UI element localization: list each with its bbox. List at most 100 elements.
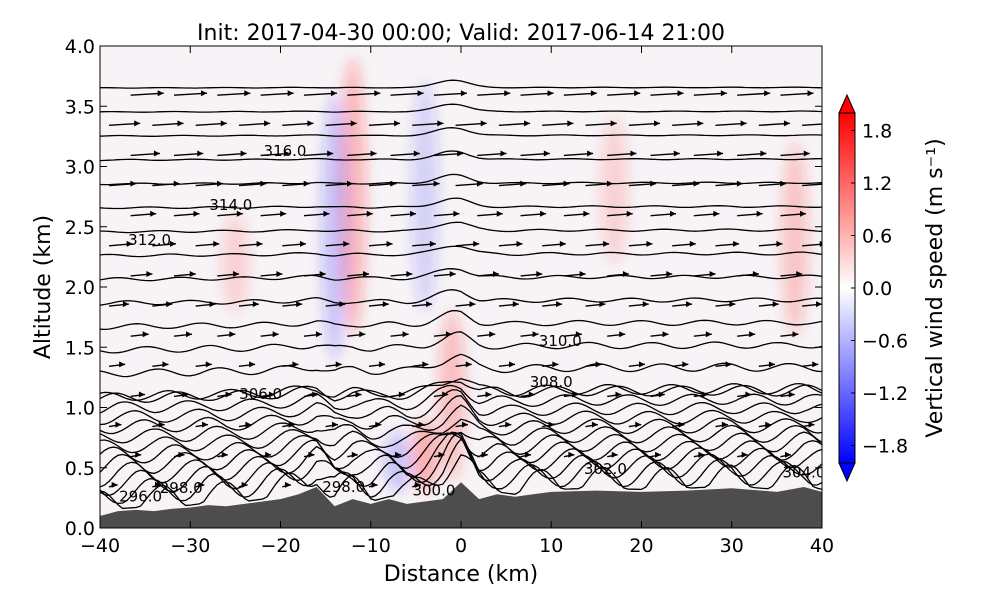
wind-arrow-head bbox=[198, 481, 205, 488]
wind-arrow-head bbox=[653, 120, 660, 127]
contour-labels: 316.0 314.0 312.0 310.0 308.0 306.0 302.0 304.0… bbox=[119, 142, 822, 506]
wind-arrow-head bbox=[390, 180, 397, 187]
downdraft-region bbox=[384, 431, 412, 492]
wind-arrow-head bbox=[319, 270, 326, 277]
wind-arrow-head bbox=[213, 240, 220, 247]
wind-arrow-head bbox=[220, 120, 227, 127]
wind-arrow-head bbox=[370, 150, 377, 157]
wind-arrow-head bbox=[414, 481, 421, 488]
wind-arrow-head bbox=[658, 391, 665, 398]
wind-arrow-head bbox=[386, 240, 393, 247]
wind-arrow-head bbox=[154, 481, 161, 488]
y-axis-ticks: 0.0 0.5 1.0 1.5 2.0 2.5 3.0 3.5 4.0 bbox=[65, 36, 822, 540]
wind-arrow-head bbox=[244, 90, 251, 97]
isentrope bbox=[100, 150, 822, 162]
wind-arrow-head bbox=[536, 270, 543, 277]
contour-label: 314.0 bbox=[209, 196, 252, 214]
wind-arrow-head bbox=[288, 421, 295, 428]
wind-arrow-head bbox=[662, 331, 669, 338]
wind-arrow-head bbox=[422, 361, 429, 368]
wind-arrow-head bbox=[406, 270, 413, 277]
isentrope bbox=[100, 309, 822, 331]
wind-arrow-head bbox=[720, 90, 727, 97]
wind-arrow-head bbox=[146, 270, 153, 277]
wind-arrow-head bbox=[496, 210, 503, 217]
wind-arrow-head bbox=[772, 301, 779, 308]
wind-arrow-head bbox=[280, 210, 287, 217]
wind-arrow-head bbox=[395, 451, 402, 458]
wind-arrow-head bbox=[355, 391, 362, 398]
wind-arrow-head bbox=[480, 120, 487, 127]
y-axis-label: Altitude (km) bbox=[31, 215, 56, 359]
colorbar-tick-label: −1.8 bbox=[862, 436, 908, 458]
isentrope bbox=[100, 454, 822, 510]
wind-arrow-head bbox=[292, 361, 299, 368]
colorbar-tick-label: 1.8 bbox=[862, 121, 892, 143]
wind-arrow-head bbox=[343, 240, 350, 247]
y-tick-label: 3.0 bbox=[65, 157, 95, 179]
colorbar-tick-label: 0.6 bbox=[862, 226, 892, 248]
colorbar-tick-label: −0.6 bbox=[862, 331, 908, 353]
isentrope bbox=[100, 127, 822, 137]
wind-arrow-head bbox=[697, 120, 704, 127]
wind-arrow-head bbox=[413, 150, 420, 157]
colorbar-ticks: 1.8 1.2 0.6 0.0 −0.6 −1.2 −1.8 bbox=[851, 121, 908, 458]
wind-arrow-head bbox=[264, 120, 271, 127]
wind-arrow-head bbox=[784, 451, 791, 458]
wind-arrow-head bbox=[528, 391, 535, 398]
wind-arrow-head bbox=[398, 391, 405, 398]
wind-arrow-head bbox=[233, 270, 240, 277]
isentrope bbox=[100, 221, 822, 234]
wind-arrow-head bbox=[150, 210, 157, 217]
wind-arrow-head bbox=[182, 391, 189, 398]
wind-arrow-head bbox=[442, 391, 449, 398]
wind-arrow-head bbox=[287, 90, 294, 97]
wind-arrow-head bbox=[591, 421, 598, 428]
wind-arrow-head bbox=[469, 301, 476, 308]
wind-arrow-head bbox=[283, 150, 290, 157]
wind-arrow-head bbox=[366, 210, 373, 217]
wind-arrow-head bbox=[359, 331, 366, 338]
wind-arrow-head bbox=[426, 301, 433, 308]
wind-arrow-head bbox=[433, 180, 440, 187]
wind-arrow-head bbox=[512, 301, 519, 308]
wind-arrow-head bbox=[619, 331, 626, 338]
wind-arrow-head bbox=[169, 240, 176, 247]
wind-arrow-head bbox=[402, 331, 409, 338]
wind-arrow-head bbox=[749, 331, 756, 338]
wind-arrow-head bbox=[134, 120, 141, 127]
wind-arrow-head bbox=[547, 90, 554, 97]
x-tick-label: −40 bbox=[80, 535, 120, 557]
wind-arrow-head bbox=[764, 90, 771, 97]
wind-arrow-head bbox=[489, 331, 496, 338]
wind-arrow-head bbox=[135, 451, 142, 458]
wind-arrow-head bbox=[158, 421, 165, 428]
wind-arrow-head bbox=[678, 421, 685, 428]
wind-arrow-head bbox=[350, 120, 357, 127]
wind-arrow-head bbox=[126, 240, 133, 247]
wind-arrow-head bbox=[445, 331, 452, 338]
updraft-region bbox=[221, 214, 250, 312]
wind-arrow-head bbox=[760, 150, 767, 157]
wind-arrow-head bbox=[460, 90, 467, 97]
wind-arrow-head bbox=[225, 391, 232, 398]
wind-arrow-head bbox=[256, 240, 263, 247]
x-tick-label: 30 bbox=[720, 535, 744, 557]
wind-arrow-head bbox=[634, 90, 641, 97]
wind-arrow-head bbox=[741, 451, 748, 458]
wind-arrow-head bbox=[335, 361, 342, 368]
wind-arrow-head bbox=[177, 120, 184, 127]
wind-arrow-head bbox=[201, 90, 208, 97]
wind-arrow-head bbox=[615, 391, 622, 398]
wind-arrow-head bbox=[698, 451, 705, 458]
wind-arrow-head bbox=[520, 180, 527, 187]
wind-arrow-head bbox=[556, 301, 563, 308]
wind-arrow-head bbox=[689, 240, 696, 247]
wind-arrow-head bbox=[119, 361, 126, 368]
wind-arrow-head bbox=[339, 301, 346, 308]
wind-arrow-head bbox=[635, 421, 642, 428]
wind-arrow-head bbox=[379, 361, 386, 368]
y-tick-label: 1.0 bbox=[65, 398, 95, 420]
isentrope bbox=[100, 197, 822, 210]
wind-arrow-head bbox=[740, 120, 747, 127]
